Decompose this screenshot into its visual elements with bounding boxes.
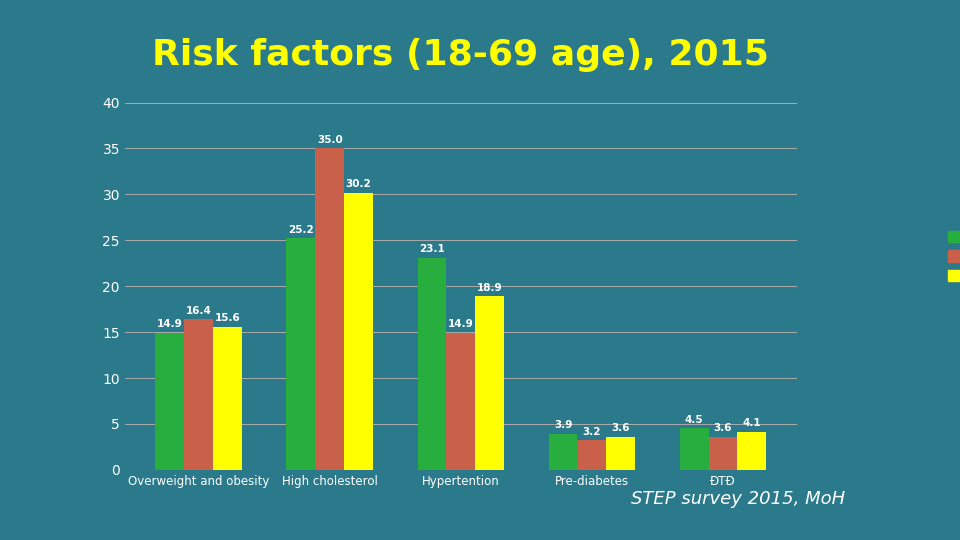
Bar (475, 296, 504, 470)
Text: 30.2: 30.2 (346, 179, 372, 189)
Bar (737, 432, 766, 470)
Text: Risk factors (18-69 age), 2015: Risk factors (18-69 age), 2015 (153, 38, 769, 72)
Text: 3.6: 3.6 (612, 423, 630, 433)
Text: 3.6: 3.6 (713, 423, 732, 433)
Bar (680, 429, 708, 470)
Text: 3.9: 3.9 (554, 420, 572, 430)
Text: 3.2: 3.2 (583, 427, 601, 437)
Bar (446, 333, 475, 470)
Text: 18.9: 18.9 (477, 282, 502, 293)
Bar (184, 319, 213, 470)
Text: 4.5: 4.5 (684, 415, 704, 425)
Text: 15.6: 15.6 (215, 313, 240, 323)
Bar (213, 327, 242, 470)
Bar (418, 258, 446, 470)
Text: 4.1: 4.1 (742, 418, 761, 429)
Bar (315, 148, 344, 470)
Bar (156, 333, 184, 470)
Bar (708, 437, 737, 470)
Text: 23.1: 23.1 (420, 244, 444, 254)
Text: 14.9: 14.9 (156, 319, 182, 329)
Text: 25.2: 25.2 (288, 225, 314, 235)
Bar (286, 239, 315, 470)
Bar (548, 434, 578, 470)
Text: 35.0: 35.0 (317, 135, 343, 145)
Bar (578, 441, 607, 470)
Text: 16.4: 16.4 (185, 306, 211, 315)
Legend: Male, Female, Both sexes: Male, Female, Both sexes (943, 226, 960, 288)
Text: STEP survey 2015, MoH: STEP survey 2015, MoH (631, 490, 845, 508)
Text: 14.9: 14.9 (448, 319, 473, 329)
Bar (344, 193, 373, 470)
Bar (607, 437, 636, 470)
